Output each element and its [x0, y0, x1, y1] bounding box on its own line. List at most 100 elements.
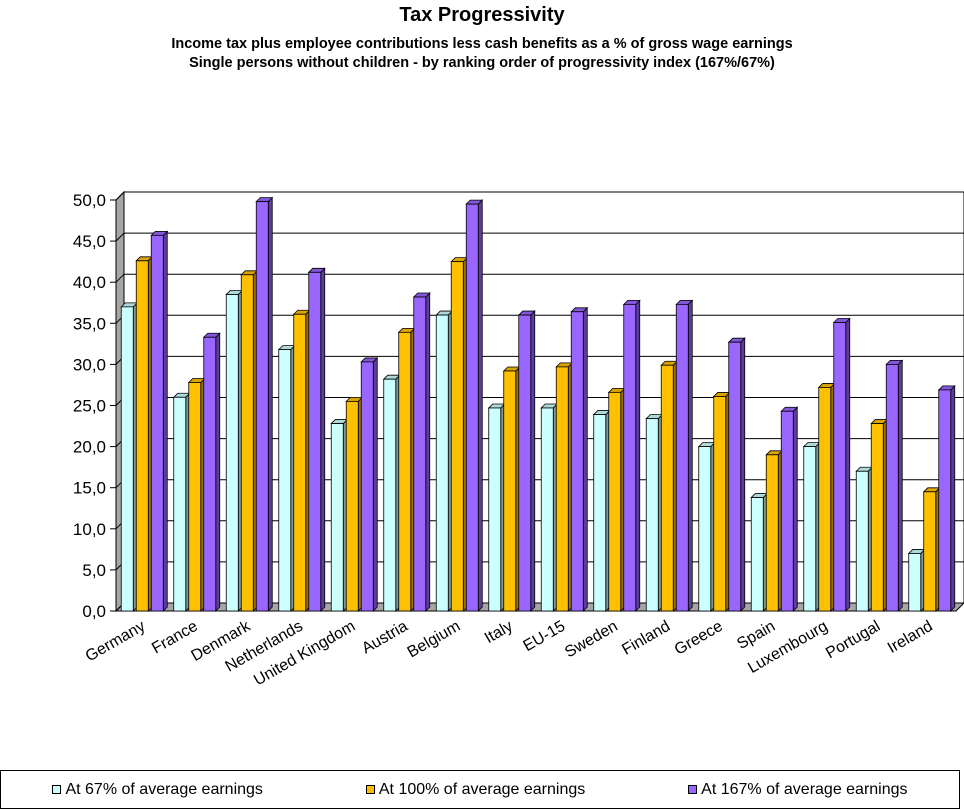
- x-tick-label: Finland: [619, 618, 673, 659]
- bar-side: [845, 317, 851, 612]
- bar: [450, 261, 464, 612]
- bar: [593, 414, 607, 612]
- bar: [938, 389, 952, 612]
- bar: [698, 446, 712, 612]
- legend-swatch-100: [365, 785, 375, 794]
- bar: [398, 331, 412, 612]
- x-tick-label: Sweden: [562, 618, 621, 662]
- chart-subtitle-line-1: Income tax plus employee contributions l…: [171, 36, 793, 52]
- bar: [923, 491, 937, 612]
- y-tick-label: 25,0: [73, 397, 106, 416]
- bar-side: [162, 230, 168, 612]
- bar: [488, 407, 502, 612]
- y-tick-label: 10,0: [73, 520, 106, 539]
- bar-side: [267, 196, 273, 612]
- chart-legend: At 67% of average earnings At 100% of av…: [0, 770, 960, 809]
- bar: [345, 400, 359, 612]
- bar: [150, 234, 164, 612]
- gridline: [115, 191, 964, 201]
- y-tick-label: 30,0: [73, 355, 106, 374]
- bar: [540, 407, 554, 612]
- y-tick-label: 15,0: [73, 479, 106, 498]
- chart-subtitle-line-2: Single persons without children - by ran…: [189, 55, 775, 71]
- bar: [623, 303, 637, 612]
- bar-side: [897, 359, 903, 612]
- bar: [188, 382, 202, 612]
- bar: [173, 396, 187, 612]
- bar: [503, 370, 517, 612]
- bar-side: [740, 337, 746, 612]
- legend-item-100: At 100% of average earnings: [365, 780, 586, 799]
- bar-side: [372, 356, 378, 612]
- x-tick-label: Italy: [482, 618, 516, 647]
- bar: [728, 341, 742, 612]
- y-tick-label: 5,0: [82, 561, 106, 580]
- chart-title: Tax Progressivity: [399, 4, 565, 26]
- gridline: [115, 273, 964, 283]
- bar: [518, 314, 532, 612]
- bar: [870, 423, 884, 612]
- bar: [120, 306, 134, 612]
- x-tick-label: EU-15: [520, 618, 568, 655]
- legend-label-167: At 167% of average earnings: [701, 780, 908, 798]
- bar: [780, 410, 794, 612]
- y-tick-label: 20,0: [73, 438, 106, 457]
- y-tick-label: 50,0: [73, 191, 106, 210]
- bar: [360, 361, 374, 612]
- bar: [435, 314, 449, 612]
- legend-item-167: At 167% of average earnings: [688, 780, 908, 799]
- legend-swatch-67: [52, 785, 62, 794]
- bar: [330, 423, 344, 612]
- bar: [608, 391, 622, 612]
- bar: [855, 470, 869, 612]
- bar: [765, 454, 779, 612]
- y-tick-label: 45,0: [73, 232, 106, 251]
- bar: [645, 418, 659, 612]
- bar: [570, 311, 584, 612]
- bar-side: [950, 384, 956, 612]
- bar: [675, 303, 689, 612]
- bar-side: [530, 310, 536, 612]
- y-tick-label: 0,0: [82, 602, 106, 621]
- bar: [413, 296, 427, 612]
- x-tick-label: Austria: [359, 618, 411, 658]
- bar: [255, 201, 269, 612]
- bar-side: [582, 306, 588, 612]
- bar-side: [215, 332, 221, 612]
- bar: [555, 366, 569, 612]
- bar-side: [635, 299, 641, 612]
- legend-item-67: At 67% of average earnings: [52, 780, 263, 799]
- bar-side: [477, 199, 483, 612]
- bar-chart: 0,0 5,0 10,0 15,0 20,0 25,0 30,0 35,0 40,0 45,0 50…: [73, 190, 964, 689]
- bar: [750, 497, 764, 612]
- x-tick-label: Portugal: [823, 618, 883, 663]
- bar: [818, 387, 832, 612]
- x-tick-label: Greece: [672, 618, 726, 659]
- x-tick-label: Germany: [83, 618, 148, 666]
- x-tick-label: Ireland: [885, 618, 936, 657]
- bar: [240, 274, 254, 612]
- bar: [465, 203, 479, 612]
- bar: [203, 336, 217, 612]
- bar: [803, 446, 817, 612]
- legend-label-67: At 67% of average earnings: [65, 780, 263, 798]
- bar: [278, 349, 292, 612]
- bar-side: [425, 292, 431, 612]
- bar-side: [792, 406, 798, 612]
- y-tick-label: 40,0: [73, 273, 106, 292]
- gridline: [115, 232, 964, 242]
- bar: [660, 364, 674, 612]
- bar-side: [320, 267, 326, 612]
- bar: [885, 363, 899, 612]
- y-tick-label: 35,0: [73, 314, 106, 333]
- bar: [908, 553, 922, 612]
- bar: [308, 271, 322, 612]
- bar: [383, 378, 397, 612]
- bar: [713, 396, 727, 612]
- bar: [293, 313, 307, 612]
- x-tick-label: Belgium: [405, 618, 464, 662]
- bar-side: [687, 299, 693, 612]
- legend-swatch-167: [688, 785, 698, 794]
- legend-label-100: At 100% of average earnings: [378, 780, 586, 798]
- bar: [833, 322, 847, 612]
